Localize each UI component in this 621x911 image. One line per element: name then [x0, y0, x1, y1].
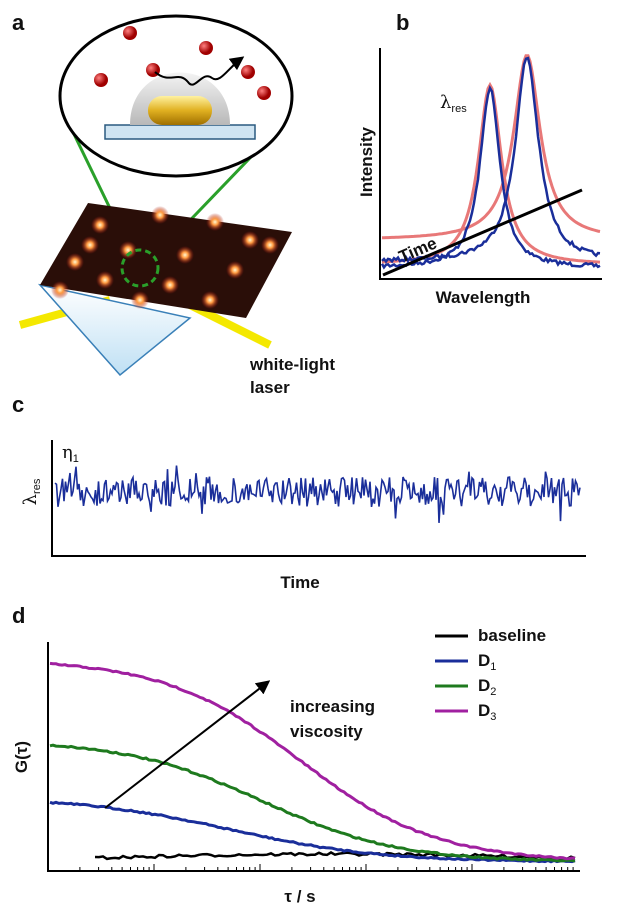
- trend-arrow: [104, 680, 271, 809]
- subscript: res: [31, 478, 43, 494]
- gold-nanorod: [148, 96, 212, 125]
- spectrum: [381, 56, 601, 264]
- spot: [151, 206, 169, 224]
- x-axis-label: Time: [280, 573, 319, 592]
- symbol: η: [62, 442, 73, 463]
- spot: [261, 236, 279, 254]
- spot: [176, 246, 194, 264]
- trace: [54, 465, 581, 523]
- correlation-curves: [49, 661, 576, 864]
- subscript: 1: [490, 661, 496, 673]
- selection-circle: [120, 248, 160, 288]
- spot: [201, 291, 219, 309]
- laser-label: laser: [250, 378, 290, 397]
- spot: [119, 241, 137, 259]
- x-axis-label: Wavelength: [436, 288, 531, 307]
- symbol: D: [478, 651, 490, 670]
- subscript: 1: [73, 453, 79, 465]
- y-axis-label: G(τ): [12, 741, 31, 773]
- subscript: 2: [490, 686, 496, 698]
- curve: [49, 743, 576, 863]
- spot: [66, 253, 84, 271]
- laser-label: white-light: [249, 355, 335, 374]
- trace-label: η1: [62, 442, 79, 465]
- y-axis-label: Intensity: [357, 127, 376, 197]
- annotation: increasing: [290, 697, 375, 716]
- panel-label: b: [396, 10, 409, 35]
- prism-edge: [39, 284, 121, 376]
- resonance-label: λres: [440, 92, 467, 115]
- spot: [96, 271, 114, 289]
- particle-spots: [51, 206, 279, 309]
- legend-entry: D3: [478, 701, 496, 723]
- x-ticks: [47, 864, 574, 871]
- spot: [81, 236, 99, 254]
- symbol: D: [478, 701, 490, 720]
- x-axis-label: τ / s: [284, 887, 315, 906]
- panel-label: d: [12, 603, 25, 628]
- panel-label: a: [12, 10, 25, 35]
- legend-entry: D1: [478, 651, 496, 673]
- spot: [206, 213, 224, 231]
- spectrum: [380, 85, 601, 270]
- symbol: λ: [20, 494, 41, 505]
- y-axis-label: λres: [20, 478, 43, 505]
- spectra: [380, 54, 601, 270]
- diffusion-arrow: [154, 56, 245, 86]
- legend: baseline D1 D2 D3: [435, 626, 546, 723]
- spot: [91, 216, 109, 234]
- spectrum: [381, 54, 601, 240]
- symbol: D: [478, 676, 490, 695]
- curve: [49, 800, 576, 864]
- substrate: [104, 124, 256, 140]
- spot: [161, 276, 179, 294]
- legend-entry: D2: [478, 676, 496, 698]
- subscript: res: [451, 103, 467, 115]
- panel-label: c: [12, 392, 24, 417]
- spot: [241, 231, 259, 249]
- subscript: 3: [490, 711, 496, 723]
- symbol: λ: [440, 92, 451, 113]
- annotation: viscosity: [290, 722, 363, 741]
- spot: [51, 281, 69, 299]
- legend-entry: baseline: [478, 626, 546, 645]
- time-axis: [382, 188, 583, 277]
- spot: [226, 261, 244, 279]
- curve: [49, 661, 576, 861]
- spot: [131, 291, 149, 309]
